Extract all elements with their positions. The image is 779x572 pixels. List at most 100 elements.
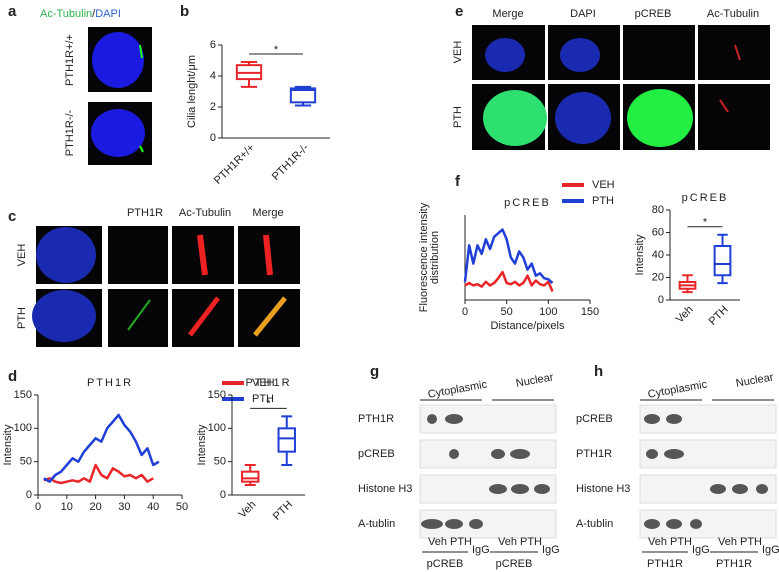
cilium	[139, 145, 144, 153]
cilium	[734, 44, 741, 61]
y-tick-label: 100	[208, 422, 226, 434]
band	[646, 449, 658, 459]
x-tick-label: 10	[61, 501, 73, 513]
lane-label: PTH	[670, 536, 692, 548]
lane-label: IgG	[542, 544, 560, 556]
band	[666, 519, 682, 529]
cilium	[253, 296, 287, 337]
row-label: PTH1R-/-	[64, 109, 76, 156]
nucleus	[36, 227, 96, 283]
lane-label: Veh	[648, 536, 667, 548]
cilium	[263, 234, 273, 276]
lane-label: IgG	[472, 544, 490, 556]
y-axis-label: Intensity	[634, 234, 646, 275]
chart-title: pCREB	[682, 192, 729, 204]
nucleus	[485, 38, 525, 72]
y-tick-label: 20	[652, 271, 664, 283]
row-label: PTH	[452, 106, 464, 128]
ip-label: PTH1R	[716, 558, 752, 570]
y-tick-label: 4	[210, 70, 216, 82]
ip-label: pCREB	[496, 558, 533, 570]
y-tick-label: 100	[14, 422, 32, 434]
blot-strip	[639, 509, 777, 539]
cilium	[197, 234, 208, 276]
row-label: PTH	[16, 307, 28, 329]
blot-strip	[419, 439, 557, 469]
y-tick-label: 50	[20, 456, 32, 468]
chart-title: PTH1R	[245, 377, 291, 389]
legend-label: PTH	[592, 195, 614, 207]
legend-label: VEH	[592, 179, 615, 191]
band	[511, 484, 529, 494]
column-label: Merge	[252, 207, 283, 219]
y-tick-label: 0	[26, 489, 32, 501]
y-tick-label: 150	[14, 389, 32, 401]
row-label: PTH1R	[358, 413, 394, 425]
panel-letter: h	[594, 363, 603, 380]
band	[445, 414, 463, 424]
nucleus	[32, 290, 96, 342]
group-label: Nuclear	[735, 371, 775, 389]
panel-letter: e	[455, 3, 463, 20]
row-label: Histone H3	[358, 483, 412, 495]
column-label: Ac-Tubulin	[179, 207, 231, 219]
lane-label: Veh	[718, 536, 737, 548]
x-tick-label: 150	[581, 306, 599, 318]
micrograph-grid	[472, 25, 770, 150]
band	[690, 519, 702, 529]
blot-strip	[639, 474, 777, 504]
band	[449, 449, 459, 459]
band	[489, 484, 507, 494]
column-label: Ac-Tubulin	[707, 8, 759, 20]
panel-letter: b	[180, 3, 189, 20]
significance-mark: *	[274, 44, 279, 56]
line	[463, 228, 554, 284]
y-axis-label: Fluorescence intensity	[418, 202, 430, 312]
nucleus	[92, 32, 144, 88]
cilium	[139, 44, 143, 59]
blot-strip	[419, 474, 557, 504]
box	[241, 470, 260, 483]
x-tick-label: 100	[539, 306, 557, 318]
x-tick-label: 30	[118, 501, 130, 513]
row-label: pCREB	[358, 448, 395, 460]
x-tick-label: Veh	[237, 499, 259, 521]
title-part: Ac-Tubulin	[40, 8, 92, 20]
band	[445, 519, 463, 529]
x-tick-label: Veh	[674, 304, 696, 326]
nucleus	[91, 109, 145, 157]
panel-letter: c	[8, 208, 16, 225]
significance-mark: *	[266, 398, 271, 410]
lane-label: IgG	[762, 544, 779, 556]
micrograph	[623, 25, 695, 80]
y-tick-label: 40	[652, 249, 664, 261]
micrograph	[698, 84, 770, 150]
y-tick-label: 0	[210, 132, 216, 144]
title-part: DAPI	[95, 8, 121, 20]
row-label: PTH1R+/+	[64, 34, 76, 86]
nucleus	[555, 92, 611, 144]
micrograph	[698, 25, 770, 80]
y-tick-label: 80	[652, 204, 664, 216]
row-label: VEH	[16, 244, 28, 267]
x-tick-label: PTH1R+/+	[212, 142, 257, 187]
panel-title: Ac-Tubulin/DAPI	[40, 8, 121, 20]
western-blot: g Cytoplasmic Nuclear PTH1R pCREB Histone H3…	[358, 363, 560, 570]
box	[277, 427, 296, 453]
significance-mark: *	[703, 217, 708, 229]
ip-label: pCREB	[427, 558, 464, 570]
y-tick-label: 50	[214, 456, 226, 468]
x-tick-label: PTH1R-/-	[270, 141, 312, 183]
row-label: Histone H3	[576, 483, 630, 495]
y-axis-label: Intensity	[2, 424, 14, 465]
panel-letter: g	[370, 363, 379, 380]
blot-strip	[639, 439, 777, 469]
panel-letter: d	[8, 368, 17, 385]
cilium	[719, 99, 729, 113]
x-tick-label: 0	[35, 501, 41, 513]
band	[644, 519, 660, 529]
band	[469, 519, 483, 529]
x-tick-label: PTH	[707, 304, 731, 328]
column-label: DAPI	[570, 8, 596, 20]
